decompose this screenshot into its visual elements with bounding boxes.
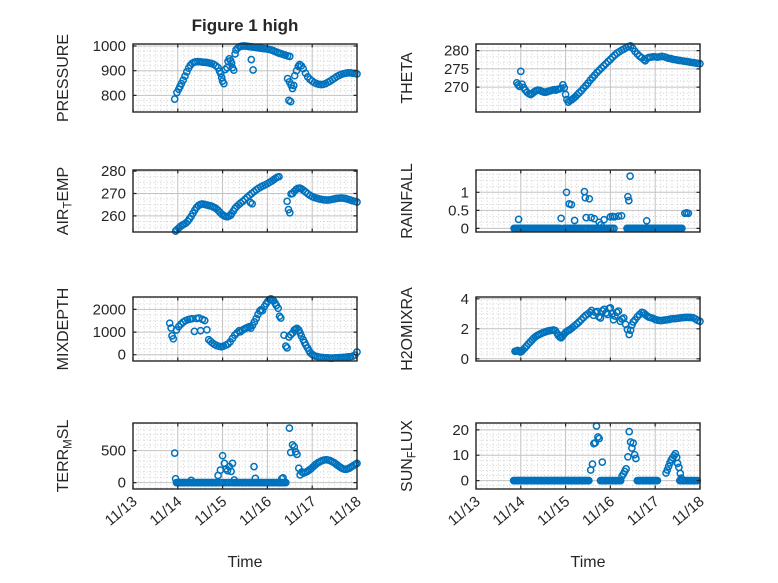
axes-box [132, 422, 358, 490]
x-tick-label: 11/13 [102, 493, 141, 529]
x-tick-label: 11/16 [236, 493, 275, 529]
mixdepth-axis-label: MIXDEPTH [55, 288, 72, 371]
tick-marks [132, 423, 358, 489]
x-axis-title-left: Time [228, 554, 263, 571]
major-grid [133, 170, 357, 232]
data-markers [171, 172, 361, 235]
y-tick-label: 0 [461, 351, 469, 368]
subplot-terr_msl: 0 500 TERRMSL 11/13 11/14 11/15 11/16 11/17 11/1… [55, 420, 365, 530]
y-tick-label: 2000 [93, 301, 126, 318]
terr-msl-axis-label: TERRMSL [55, 420, 75, 493]
axes-box [132, 43, 358, 113]
data-markers [509, 422, 702, 485]
h2omixra-axis-label: H2OMIXRA [399, 287, 416, 371]
x-tick-label: 11/15 [191, 493, 230, 529]
y-tick-label: 0 [461, 473, 469, 490]
y-tick-label: 280 [444, 43, 469, 60]
y-tick-label: 800 [101, 87, 126, 104]
subplot-mixdepth: 0 1000 2000 MIXDEPTH [55, 288, 361, 371]
minor-grid [476, 423, 700, 489]
tick-marks [475, 44, 701, 112]
y-tick-label: 260 [101, 208, 126, 225]
axes-box [475, 43, 701, 113]
tick-marks [475, 423, 701, 489]
tick-marks [132, 297, 358, 361]
y-tick-label: 0 [461, 220, 469, 237]
pressure-axis-label: PRESSURE [55, 34, 72, 122]
minor-grid [133, 423, 357, 489]
data-markers [165, 294, 361, 362]
y-tick-label: 20 [452, 422, 469, 439]
x-tick-label: 11/15 [534, 493, 573, 529]
axes-box [475, 422, 701, 490]
y-tick-label: 0.5 [448, 202, 469, 219]
minor-grid [476, 44, 700, 112]
minor-grid [133, 44, 357, 112]
subplot-h2omixra: 0 2 4 H2OMIXRA [399, 287, 704, 371]
theta-axis-label: THETA [399, 52, 416, 104]
x-tick-label: 11/18 [669, 493, 708, 529]
subplot-sun_flux: 0 10 20 SUNFLUX 11/13 11/14 11/15 11/16 11/17 11/… [399, 420, 708, 530]
x-tick-label: 11/14 [490, 493, 529, 529]
rainfall-axis-label: RAINFALL [399, 163, 416, 239]
data-markers [511, 303, 704, 356]
y-tick-label: 900 [101, 63, 126, 80]
axes-box [475, 169, 701, 233]
x-tick-label: 11/13 [445, 493, 484, 529]
data-markers [512, 41, 704, 106]
subplot-rainfall: 00.51 RAINFALL [399, 163, 701, 239]
y-tick-label: 500 [101, 443, 126, 460]
y-tick-label: 10 [452, 447, 469, 464]
tick-marks [475, 170, 701, 232]
y-tick-label: 2 [461, 321, 469, 338]
y-tick-label: 270 [444, 79, 469, 96]
data-markers [170, 424, 361, 487]
y-tick-label: 275 [444, 61, 469, 78]
figure-title: Figure 1 high [192, 16, 299, 35]
sun-flux-axis-label: SUNFLUX [399, 420, 419, 492]
subplot-air_temp: 260 270 280 AIRTEMP [55, 163, 361, 235]
major-grid [133, 423, 357, 489]
subplot-pressure: 800 900 1000 PRESSURE [55, 34, 361, 122]
x-tick-label: 11/16 [579, 493, 618, 529]
x-tick-label: 11/14 [147, 493, 186, 529]
data-markers [170, 42, 361, 106]
air-temp-axis-label: AIRTEMP [55, 167, 75, 235]
y-tick-label: 0 [118, 347, 126, 364]
y-tick-label: 280 [101, 163, 126, 180]
y-tick-label: 1 [461, 184, 469, 201]
axes-box [132, 296, 358, 362]
y-tick-label: 270 [101, 186, 126, 203]
axes-box [132, 169, 358, 233]
tick-marks [132, 170, 358, 232]
y-tick-label: 1000 [93, 38, 126, 55]
y-tick-label: 4 [461, 291, 469, 308]
x-axis-title-right: Time [571, 554, 606, 571]
tick-marks [132, 44, 358, 112]
y-tick-label: 1000 [93, 324, 126, 341]
x-tick-label: 11/17 [624, 493, 663, 529]
y-tick-label: 0 [118, 475, 126, 492]
x-tick-label: 11/17 [281, 493, 320, 529]
tick-marks [475, 297, 701, 361]
x-tick-label: 11/18 [326, 493, 365, 529]
